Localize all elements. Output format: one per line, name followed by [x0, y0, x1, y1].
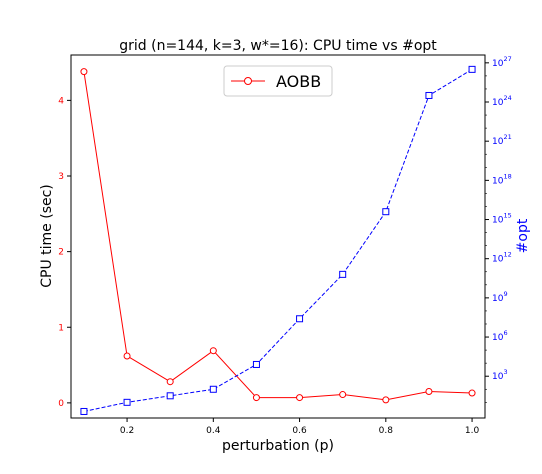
y2-tick-base: 10 — [492, 59, 504, 69]
legend: AOBB — [224, 66, 332, 96]
y2-tick-label: 109 — [492, 290, 508, 304]
y2-tick-exponent: 15 — [503, 212, 511, 220]
y-tick-label: 4 — [58, 96, 64, 106]
y2-tick-base: 10 — [492, 137, 504, 147]
x-tick-label: 0.6 — [292, 426, 307, 436]
data-point-opt — [340, 271, 346, 277]
y2-tick-base: 10 — [492, 98, 504, 108]
x-tick-label: 1.0 — [465, 426, 480, 436]
data-point-opt — [383, 209, 389, 215]
y2-tick-label: 1012 — [492, 251, 512, 265]
y2-tick-base: 10 — [492, 294, 504, 304]
series-line-aobb — [84, 72, 472, 400]
y2-tick-exponent: 21 — [503, 133, 511, 141]
data-point-opt — [167, 393, 173, 399]
y2-tick-label: 1024 — [492, 94, 512, 108]
chart-title: grid (n=144, k=3, w*=16): CPU time vs #o… — [119, 38, 437, 54]
series-layer — [81, 66, 475, 414]
data-point-aobb — [210, 348, 216, 354]
data-point-opt — [426, 92, 432, 98]
x-tick-label: 0.2 — [120, 426, 134, 436]
series-line-opt — [84, 69, 472, 411]
y2-tick-label: 1027 — [492, 55, 512, 69]
y2-tick-exponent: 12 — [503, 251, 511, 259]
data-point-aobb — [426, 389, 432, 395]
y2-tick-exponent: 24 — [503, 94, 511, 102]
y-axis-label: CPU time (sec) — [39, 184, 55, 288]
y2-tick-label: 1015 — [492, 212, 512, 226]
y2-tick-label: 106 — [492, 329, 508, 343]
y2-tick-label: 103 — [492, 368, 508, 382]
data-point-opt — [124, 399, 130, 405]
y2-tick-exponent: 27 — [503, 55, 511, 63]
data-point-opt — [81, 408, 87, 414]
y2-tick-exponent: 9 — [503, 290, 507, 298]
y-tick-label: 3 — [58, 172, 64, 182]
y2-tick-base: 10 — [492, 333, 504, 343]
y2-tick-base: 10 — [492, 255, 504, 265]
legend-marker-aobb — [245, 78, 252, 85]
x-tick-label: 0.8 — [379, 426, 394, 436]
y2-tick-label: 1021 — [492, 133, 512, 147]
data-point-opt — [253, 361, 259, 367]
plot-frame — [71, 55, 485, 418]
y2-axis-label: #opt — [515, 218, 531, 253]
y-tick-label: 0 — [58, 399, 64, 409]
y2-tick-exponent: 18 — [503, 172, 511, 180]
data-point-aobb — [124, 353, 130, 359]
data-point-aobb — [340, 392, 346, 398]
data-point-aobb — [469, 390, 475, 396]
legend-label-aobb: AOBB — [276, 72, 321, 91]
y2-tick-base: 10 — [492, 216, 504, 226]
y-tick-label: 1 — [58, 323, 64, 333]
x-tick-label: 0.4 — [206, 426, 221, 436]
data-point-opt — [297, 316, 303, 322]
y2-tick-base: 10 — [492, 372, 504, 382]
data-point-aobb — [253, 395, 259, 401]
data-point-opt — [210, 386, 216, 392]
y2-tick-label: 1018 — [492, 172, 512, 186]
y2-tick-exponent: 3 — [503, 368, 507, 376]
data-point-aobb — [81, 69, 87, 75]
data-point-aobb — [167, 379, 173, 385]
data-point-aobb — [297, 395, 303, 401]
y-tick-label: 2 — [58, 248, 64, 258]
data-point-opt — [469, 66, 475, 72]
x-axis-label: perturbation (p) — [222, 438, 334, 454]
data-point-aobb — [383, 397, 389, 403]
ticks-layer: 0.2 0.4 0.6 0.8 1.00123410310610910121015101… — [58, 55, 511, 436]
y2-tick-base: 10 — [492, 176, 504, 186]
y2-tick-exponent: 6 — [503, 329, 507, 337]
